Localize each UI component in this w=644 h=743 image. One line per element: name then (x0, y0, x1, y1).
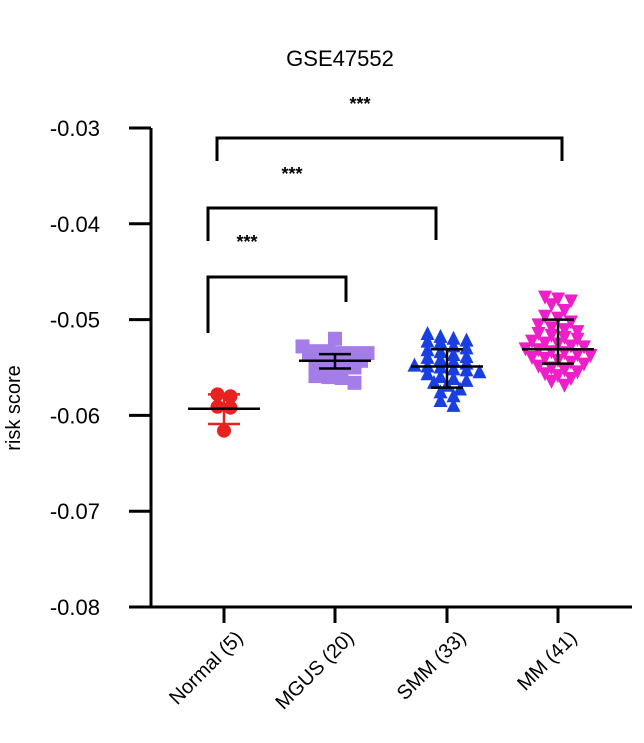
data-point (544, 328, 559, 343)
data-point (334, 371, 349, 386)
data-point (538, 290, 552, 305)
significance-label: *** (349, 94, 370, 114)
data-point (308, 369, 323, 384)
data-point (420, 342, 435, 357)
significance-bracket (215, 136, 564, 161)
y-tick-label: -0.07 (50, 499, 100, 524)
data-point (564, 294, 578, 309)
y-tick-label: -0.05 (50, 308, 100, 333)
data-point (472, 364, 487, 379)
data-point (557, 363, 572, 378)
data-point (433, 351, 448, 366)
data-point (446, 388, 461, 403)
significance-brackets: *** *** *** (206, 94, 564, 333)
data-point (223, 389, 238, 404)
data-point (531, 327, 546, 342)
significance-bracket (206, 275, 348, 333)
data-point (217, 423, 231, 438)
data-point (446, 397, 461, 412)
data-point (433, 369, 448, 384)
data-point (551, 369, 565, 384)
y-tick-label: -0.03 (50, 116, 100, 141)
data-point (433, 393, 448, 408)
data-point (446, 361, 461, 376)
data-point (210, 399, 225, 414)
data-point (551, 292, 565, 307)
data-point (538, 309, 552, 324)
data-points (210, 290, 598, 438)
data-point (544, 361, 559, 376)
data-point (433, 384, 448, 399)
data-point (557, 323, 572, 338)
data-point (577, 340, 591, 355)
significance-bracket (206, 206, 438, 241)
data-point (433, 344, 448, 359)
data-point (557, 304, 572, 319)
significance-label: *** (236, 232, 257, 252)
y-tick-label: -0.06 (50, 403, 100, 428)
data-point (446, 353, 461, 368)
data-point (347, 375, 362, 390)
data-point (570, 348, 585, 363)
data-point (420, 366, 435, 381)
y-tick-label: -0.08 (50, 595, 100, 620)
data-point (544, 321, 559, 336)
data-point (531, 318, 546, 333)
x-tick-label: Normal (5) (165, 627, 247, 709)
mean-sd-bars (188, 318, 594, 426)
chart-title: GSE47552 (286, 46, 394, 71)
x-tick-label: MM (41) (513, 627, 581, 695)
x-tick-label: MGUS (20) (271, 627, 358, 714)
data-point (334, 359, 349, 374)
data-point (570, 325, 585, 340)
y-tick-label: -0.04 (50, 212, 100, 237)
data-point (420, 325, 435, 340)
significance-label: *** (281, 164, 302, 184)
data-point (538, 351, 552, 366)
data-point (525, 350, 539, 365)
data-point (446, 370, 461, 385)
data-point (420, 333, 435, 348)
data-point (459, 332, 474, 347)
y-axis-label: risk score (3, 365, 25, 451)
data-point (321, 370, 336, 385)
data-point (407, 357, 422, 372)
data-point (420, 349, 435, 364)
data-point (459, 362, 474, 377)
data-point (557, 378, 572, 393)
x-tick-label: SMM (33) (393, 627, 471, 705)
data-point (459, 372, 474, 387)
data-point (583, 349, 598, 364)
data-point (544, 374, 559, 389)
data-point (347, 360, 362, 375)
data-point (427, 374, 441, 389)
data-point (538, 367, 552, 382)
data-point (433, 334, 448, 349)
data-point (328, 331, 342, 346)
data-point (446, 330, 461, 345)
axes: -0.03 -0.04 -0.05 -0.06 -0.07 -0.08 Normal (5)… (50, 116, 632, 714)
data-point (525, 334, 539, 349)
data-point (577, 357, 591, 372)
data-point (459, 340, 474, 355)
data-point (544, 298, 559, 313)
